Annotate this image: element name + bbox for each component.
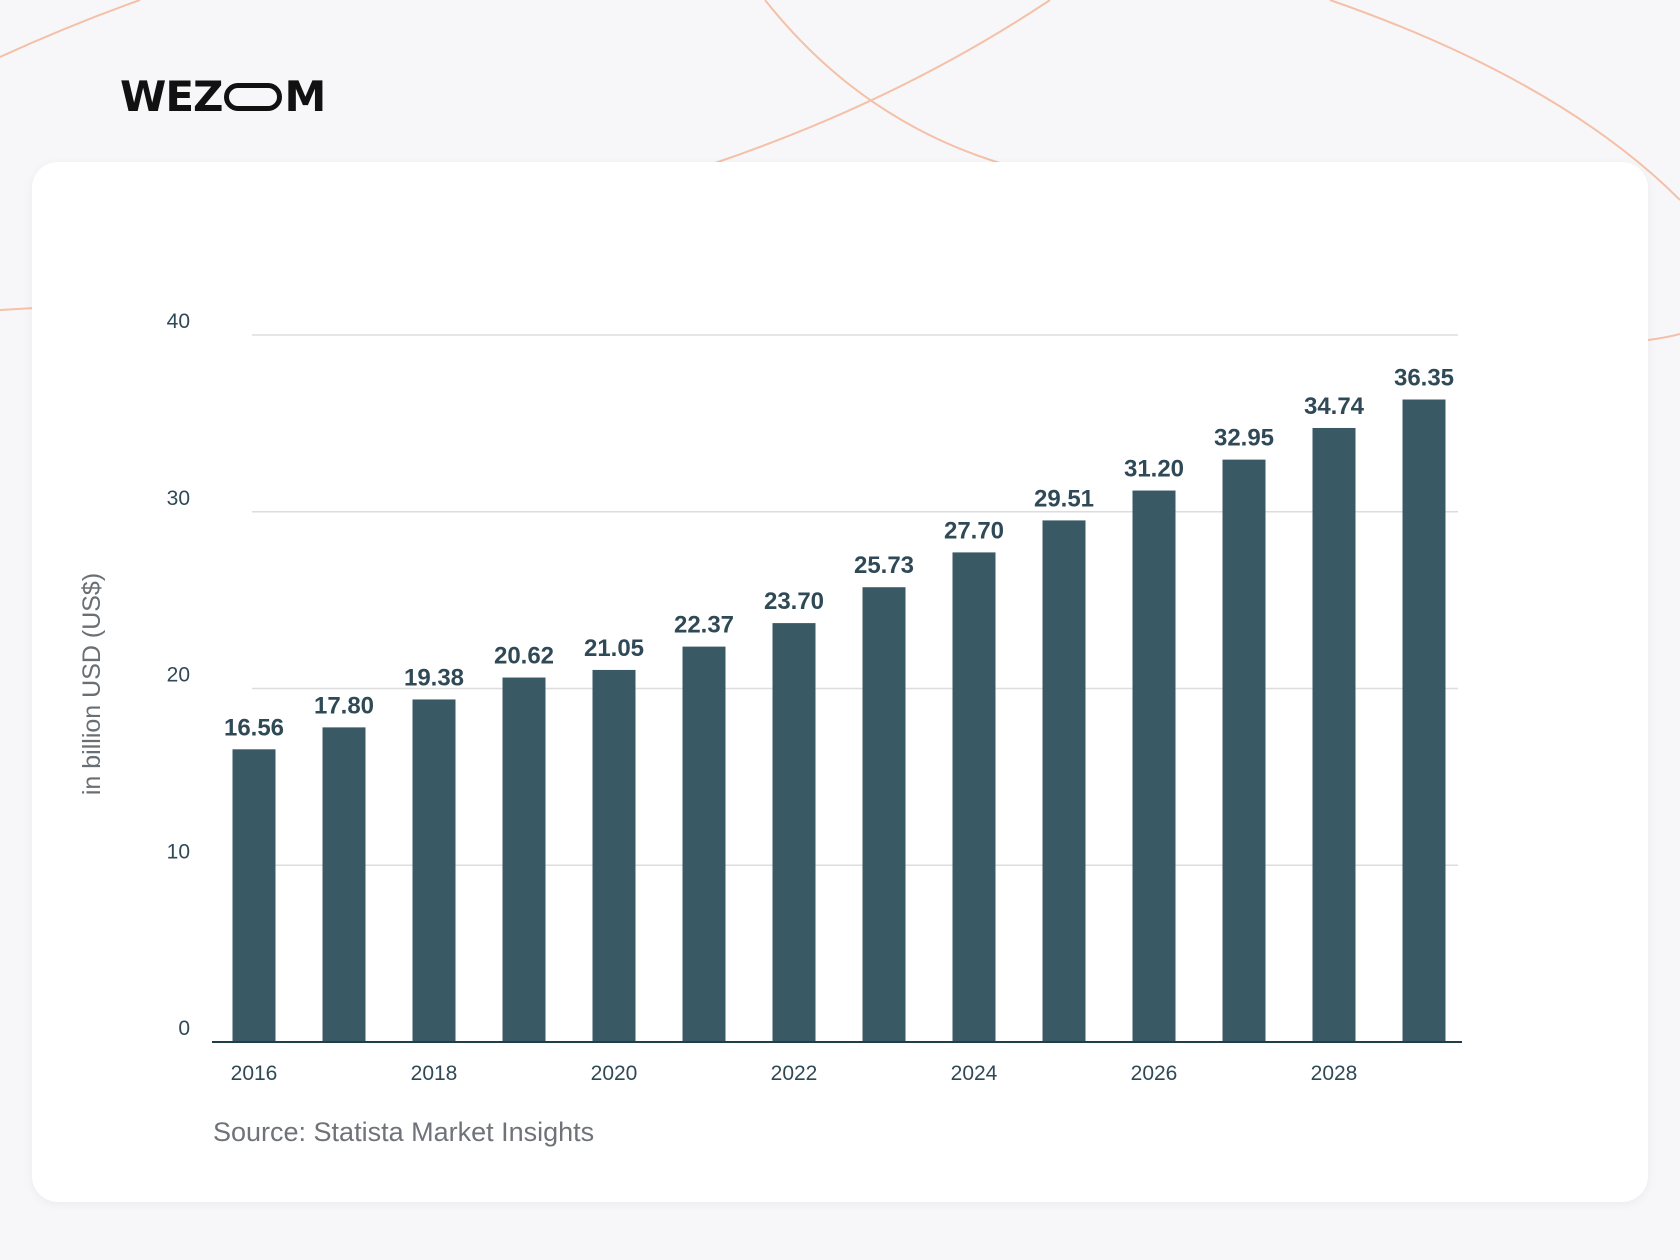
x-tick-label-2022: 2022 [771,1062,818,1085]
bars [232,399,1446,1043]
logo-text-left: WEZ [120,72,223,121]
bar-2023 [862,587,906,1042]
bar-value-label-2028: 34.74 [1304,393,1365,420]
x-tick-label-2020: 2020 [591,1062,638,1085]
y-tick-label-20: 20 [167,664,190,687]
bar-value-label-2018: 19.38 [404,664,464,691]
y-axis-tick-labels: 0 10 20 30 40 [167,310,190,1040]
bar-2025 [1042,520,1086,1042]
bar-value-label-2025: 29.51 [1034,485,1094,512]
y-tick-label-0: 0 [178,1017,190,1040]
logo-text-right: M [284,72,326,121]
y-tick-label-40: 40 [167,310,190,333]
bar-2019 [502,677,546,1042]
bar-value-label-2021: 22.37 [674,612,734,639]
wezom-logo: WEZ M [120,72,326,121]
bar-2027 [1222,459,1266,1042]
chart-card: 16.56 17.80 19.38 20.62 21.05 22.37 23.70 25.73… [32,162,1648,1202]
bar-value-label-2024: 27.70 [944,517,1004,544]
y-tick-label-10: 10 [167,840,190,863]
y-axis-title: in billion USD (US$) [78,573,106,795]
bar-2029 [1402,399,1446,1042]
bar-value-label-2029: 36.35 [1394,365,1454,392]
bar-2016 [232,749,276,1042]
x-tick-label-2026: 2026 [1131,1062,1178,1085]
bar-2028 [1312,427,1356,1043]
logo-o-shape [224,82,283,111]
bar-2017 [322,727,366,1042]
bar-value-label-2023: 25.73 [854,552,914,579]
x-axis-tick-labels: 2016 2018 2020 2022 2024 2026 2028 [231,1062,1358,1085]
bar-chart: 16.56 17.80 19.38 20.62 21.05 22.37 23.70 25.73… [78,310,1462,1085]
bar-2022 [772,623,816,1042]
bar-value-label-2019: 20.62 [494,643,554,670]
bar-value-label-2017: 17.80 [314,692,374,719]
bar-2021 [682,646,726,1042]
bar-2024 [952,552,996,1042]
bar-2020 [592,669,636,1042]
x-tick-label-2016: 2016 [231,1062,278,1085]
bar-value-labels: 16.56 17.80 19.38 20.62 21.05 22.37 23.70 25.73… [224,365,1454,742]
bar-value-label-2022: 23.70 [764,588,824,615]
x-tick-label-2028: 2028 [1311,1062,1358,1085]
bar-value-label-2027: 32.95 [1214,425,1274,452]
bar-2018 [412,699,456,1042]
bar-value-label-2026: 31.20 [1124,456,1184,483]
bar-2026 [1132,490,1176,1042]
y-tick-label-30: 30 [167,487,190,510]
bar-value-label-2016: 16.56 [224,714,284,741]
source-note: Source: Statista Market Insights [213,1117,595,1147]
x-tick-label-2018: 2018 [411,1062,458,1085]
x-tick-label-2024: 2024 [951,1062,998,1085]
bar-value-label-2020: 21.05 [584,635,644,662]
